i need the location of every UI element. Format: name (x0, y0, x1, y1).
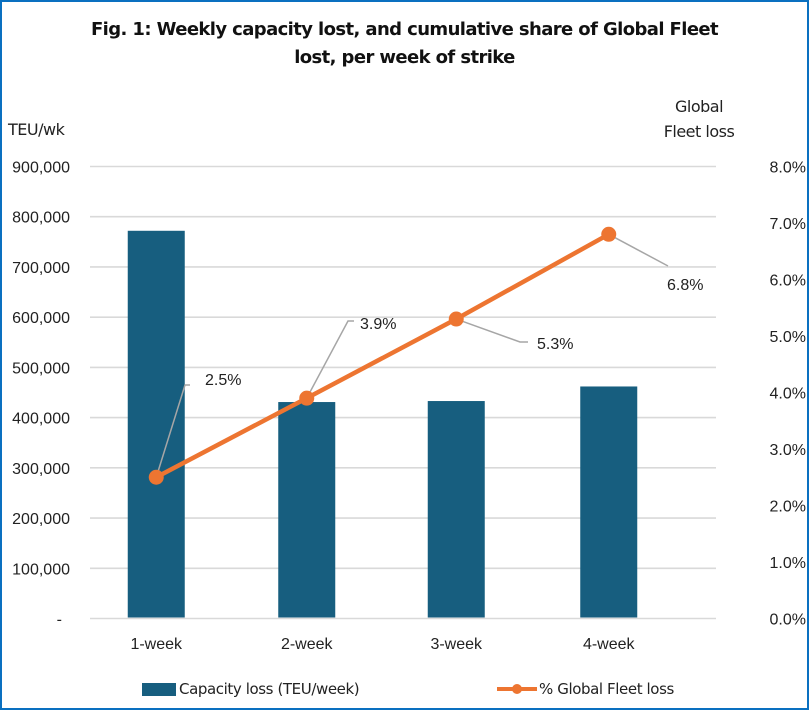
right-axis-tick-label: 0.0% (770, 612, 806, 629)
line-marker (148, 469, 164, 485)
category-axis-labels: 1-week 2-week 3-week 4-week (130, 636, 635, 653)
right-axis-tick-label: 3.0% (770, 442, 806, 459)
line-marker (601, 226, 617, 242)
right-axis-tick-label: 4.0% (770, 386, 806, 403)
right-axis-tick-label: 8.0% (770, 160, 806, 177)
bar-series (127, 230, 638, 618)
leader-line (306, 320, 354, 399)
chart-title: Fig. 1: Weekly capacity lost, and cumula… (0, 16, 809, 72)
category-label: 4-week (583, 636, 636, 653)
line-marker (448, 311, 464, 327)
left-axis-tick-label: 100,000 (12, 561, 70, 578)
chart-title-line-1: Fig. 1: Weekly capacity lost, and cumula… (90, 19, 719, 40)
left-axis-tick-label: 900,000 (12, 160, 70, 177)
category-label: 1-week (130, 636, 183, 653)
right-axis-title: Global Fleet loss (659, 94, 739, 144)
data-label: 5.3% (537, 336, 573, 353)
leader-line (155, 384, 190, 478)
left-axis-tick-label: 800,000 (12, 210, 70, 227)
left-axis-ticks: - 100,000 200,000 300,000 400,000 500,000 600,… (12, 160, 70, 629)
legend-label-capacity-loss: Capacity loss (TEU/week) (179, 680, 360, 698)
left-axis-tick-label: 600,000 (12, 310, 70, 327)
bar (580, 386, 638, 618)
data-labels: 2.5% 3.9% 5.3% 6.8% (205, 277, 703, 389)
line-path (155, 232, 610, 480)
left-axis-tick-label: 300,000 (12, 461, 70, 478)
line-series (148, 226, 617, 485)
left-axis-tick-label: - (57, 612, 62, 629)
left-axis-tick-label: 700,000 (12, 260, 70, 277)
chart-title-line-2: lost, per week of strike (294, 47, 515, 68)
leader-line (608, 233, 669, 267)
right-axis-tick-label: 5.0% (770, 329, 806, 346)
legend-line-swatch (497, 683, 537, 695)
left-axis-title: TEU/wk (8, 120, 65, 139)
bar (278, 402, 336, 618)
line-marker (299, 390, 315, 406)
legend-item-fleet-loss: % Global Fleet loss (497, 680, 674, 698)
right-axis-tick-label: 2.0% (770, 499, 806, 516)
right-axis-title-line-1: Global (674, 97, 724, 116)
left-axis-tick-label: 400,000 (12, 411, 70, 428)
category-label: 2-week (281, 636, 334, 653)
data-label: 3.9% (360, 316, 396, 333)
bar (127, 230, 185, 618)
bar (427, 401, 485, 618)
legend-label-fleet-loss: % Global Fleet loss (539, 680, 674, 698)
left-axis-tick-label: 200,000 (12, 511, 70, 528)
data-label: 6.8% (667, 277, 703, 294)
right-axis-ticks: 0.0% 1.0% 2.0% 3.0% 4.0% 5.0% 6.0% 7.0% 8.0% (770, 160, 806, 629)
right-axis-tick-label: 6.0% (770, 273, 806, 290)
left-axis-tick-label: 500,000 (12, 360, 70, 377)
right-axis-tick-label: 1.0% (770, 555, 806, 572)
right-axis-tick-label: 7.0% (770, 216, 806, 233)
category-label: 3-week (430, 636, 483, 653)
data-label: 2.5% (205, 372, 241, 389)
legend-item-capacity-loss: Capacity loss (TEU/week) (142, 680, 360, 698)
leader-line (455, 318, 528, 343)
right-axis-title-line-2: Fleet loss (663, 122, 735, 141)
data-label-leaders (155, 233, 669, 478)
legend-bar-swatch (142, 682, 176, 696)
